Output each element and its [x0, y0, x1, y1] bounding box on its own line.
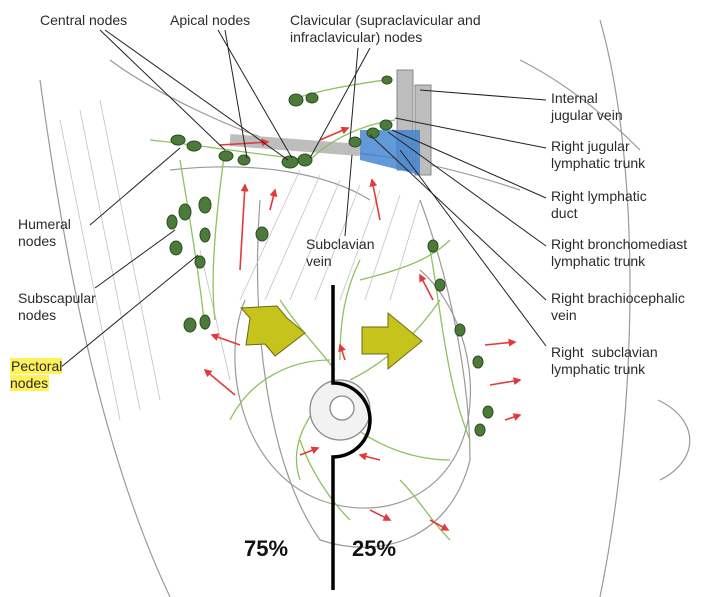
- muscle-hatching: [59, 99, 421, 421]
- medial-drainage-percent: 25%: [352, 536, 397, 561]
- lymph-node: [237, 154, 251, 166]
- lymph-node: [427, 239, 439, 253]
- flow-arrows: [203, 126, 522, 531]
- lymph-node: [305, 92, 319, 104]
- lymph-node: [474, 423, 486, 437]
- label-pectoral-nodes-wrap: Pectoral nodes: [10, 358, 63, 392]
- lymph-node: [198, 196, 212, 214]
- label-central-nodes: Central nodes: [40, 12, 128, 28]
- label-subscapular-nodes: Subscapular nodes: [18, 290, 96, 323]
- label-right-jugular-trunk: Right jugular lymphatic trunk: [551, 138, 646, 171]
- lymph-node: [348, 136, 362, 148]
- lymph-node: [472, 355, 484, 369]
- drainage-divider-line: [331, 285, 372, 590]
- lymph-node: [454, 323, 466, 337]
- lymph-node: [194, 255, 206, 269]
- lymph-node: [297, 153, 313, 167]
- lymph-node: [379, 119, 393, 131]
- lateral-drainage-arrow: [239, 305, 306, 357]
- label-right-bronchomediastinal-trunk: Right bronchomediast lymphatic trunk: [551, 236, 688, 269]
- lymph-node: [482, 405, 494, 419]
- medial-drainage-arrow: [361, 311, 423, 371]
- label-right-brachiocephalic-vein: Right brachiocephalic vein: [551, 290, 685, 323]
- breast-outline: [234, 269, 471, 509]
- lymph-node: [186, 140, 202, 152]
- label-right-subclavian-trunk: Right subclavian lymphatic trunk: [551, 344, 658, 377]
- label-humeral-nodes: Humeral nodes: [18, 216, 71, 249]
- lymph-node: [381, 75, 393, 85]
- lymph-node: [183, 317, 197, 333]
- label-subclavian-vein: Subclavian vein: [306, 236, 375, 269]
- lymph-nodes: [166, 75, 494, 437]
- lateral-drainage-percent: 75%: [244, 536, 289, 561]
- lymph-node: [255, 226, 269, 242]
- label-clavicular-nodes: Clavicular (supraclavicular and infracla…: [290, 12, 481, 45]
- leader-lines: [59, 29, 547, 369]
- lymph-node: [199, 314, 211, 330]
- lymph-node: [218, 150, 234, 162]
- label-pectoral-nodes: Pectoral nodes: [10, 358, 63, 391]
- lymph-node: [169, 240, 183, 256]
- lymph-node: [366, 127, 380, 139]
- lymph-node: [166, 214, 178, 230]
- label-internal-jugular-vein: Internal jugular vein: [551, 90, 623, 123]
- lymph-node: [199, 227, 211, 243]
- veins: [229, 69, 432, 176]
- lymph-node: [178, 203, 192, 221]
- label-right-lymphatic-duct: Right lymphatic duct: [551, 188, 647, 221]
- lymph-node: [434, 278, 446, 292]
- lymph-node: [288, 93, 304, 107]
- nipple: [309, 379, 371, 441]
- label-apical-nodes: Apical nodes: [170, 12, 251, 28]
- lymph-node: [170, 134, 186, 146]
